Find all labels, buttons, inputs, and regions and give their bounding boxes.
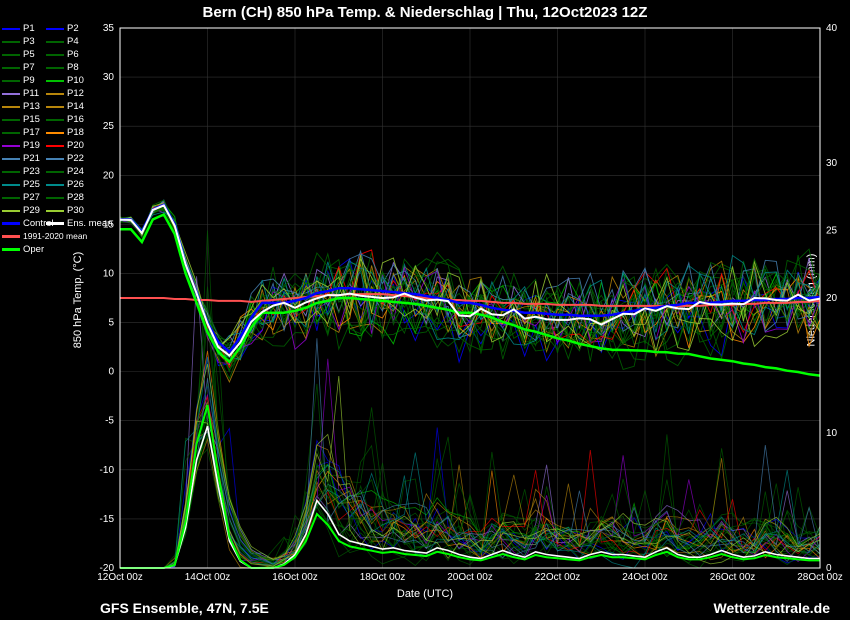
chart-svg: -20-15-10-5051015202530350102025304012Oc…: [0, 0, 850, 620]
svg-text:12Oct 00z: 12Oct 00z: [97, 572, 143, 583]
svg-text:35: 35: [103, 23, 115, 34]
legend-item: P30: [44, 204, 88, 217]
svg-text:25: 25: [826, 226, 838, 237]
svg-text:18Oct 00z: 18Oct 00z: [360, 572, 406, 583]
svg-text:30: 30: [103, 72, 115, 83]
svg-text:20: 20: [826, 293, 838, 304]
legend-item: P2: [44, 22, 88, 35]
svg-text:10: 10: [103, 268, 115, 279]
legend-item: P20: [44, 139, 88, 152]
svg-text:40: 40: [826, 23, 838, 34]
legend-item: P26: [44, 178, 88, 191]
legend: P1P3P5P7P9P11P13P15P17P19P21P23P25P27P29…: [0, 22, 90, 256]
legend-item: P8: [44, 61, 88, 74]
legend-item: P15: [0, 113, 44, 126]
legend-item: P1: [0, 22, 44, 35]
legend-item: P23: [0, 165, 44, 178]
legend-item: P24: [44, 165, 88, 178]
legend-item: P12: [44, 87, 88, 100]
svg-text:24Oct 00z: 24Oct 00z: [622, 572, 668, 583]
legend-item: P29: [0, 204, 44, 217]
svg-text:-10: -10: [100, 465, 115, 476]
legend-item: P21: [0, 152, 44, 165]
svg-text:22Oct 00z: 22Oct 00z: [535, 572, 581, 583]
svg-text:5: 5: [108, 318, 114, 329]
svg-text:-5: -5: [105, 416, 114, 427]
legend-item: P16: [44, 113, 88, 126]
legend-item: P3: [0, 35, 44, 48]
legend-item: P28: [44, 191, 88, 204]
legend-item: P11: [0, 87, 44, 100]
svg-text:16Oct 00z: 16Oct 00z: [272, 572, 318, 583]
legend-item: P4: [44, 35, 88, 48]
legend-item: P25: [0, 178, 44, 191]
legend-item: P22: [44, 152, 88, 165]
svg-text:14Oct 00z: 14Oct 00z: [185, 572, 231, 583]
legend-item: P27: [0, 191, 44, 204]
svg-text:30: 30: [826, 158, 838, 169]
svg-text:10: 10: [826, 428, 838, 439]
legend-item: P17: [0, 126, 44, 139]
legend-item: P5: [0, 48, 44, 61]
svg-text:-15: -15: [100, 514, 115, 525]
svg-text:20Oct 00z: 20Oct 00z: [447, 572, 493, 583]
legend-item: P14: [44, 100, 88, 113]
legend-item: P19: [0, 139, 44, 152]
svg-text:25: 25: [103, 121, 115, 132]
legend-item: P6: [44, 48, 88, 61]
legend-item: P9: [0, 74, 44, 87]
legend-item: P7: [0, 61, 44, 74]
legend-item: P13: [0, 100, 44, 113]
svg-text:0: 0: [108, 367, 114, 378]
svg-text:26Oct 00z: 26Oct 00z: [710, 572, 756, 583]
legend-item: P18: [44, 126, 88, 139]
svg-text:28Oct 00z: 28Oct 00z: [797, 572, 843, 583]
svg-text:20: 20: [103, 170, 115, 181]
legend-item: P10: [44, 74, 88, 87]
